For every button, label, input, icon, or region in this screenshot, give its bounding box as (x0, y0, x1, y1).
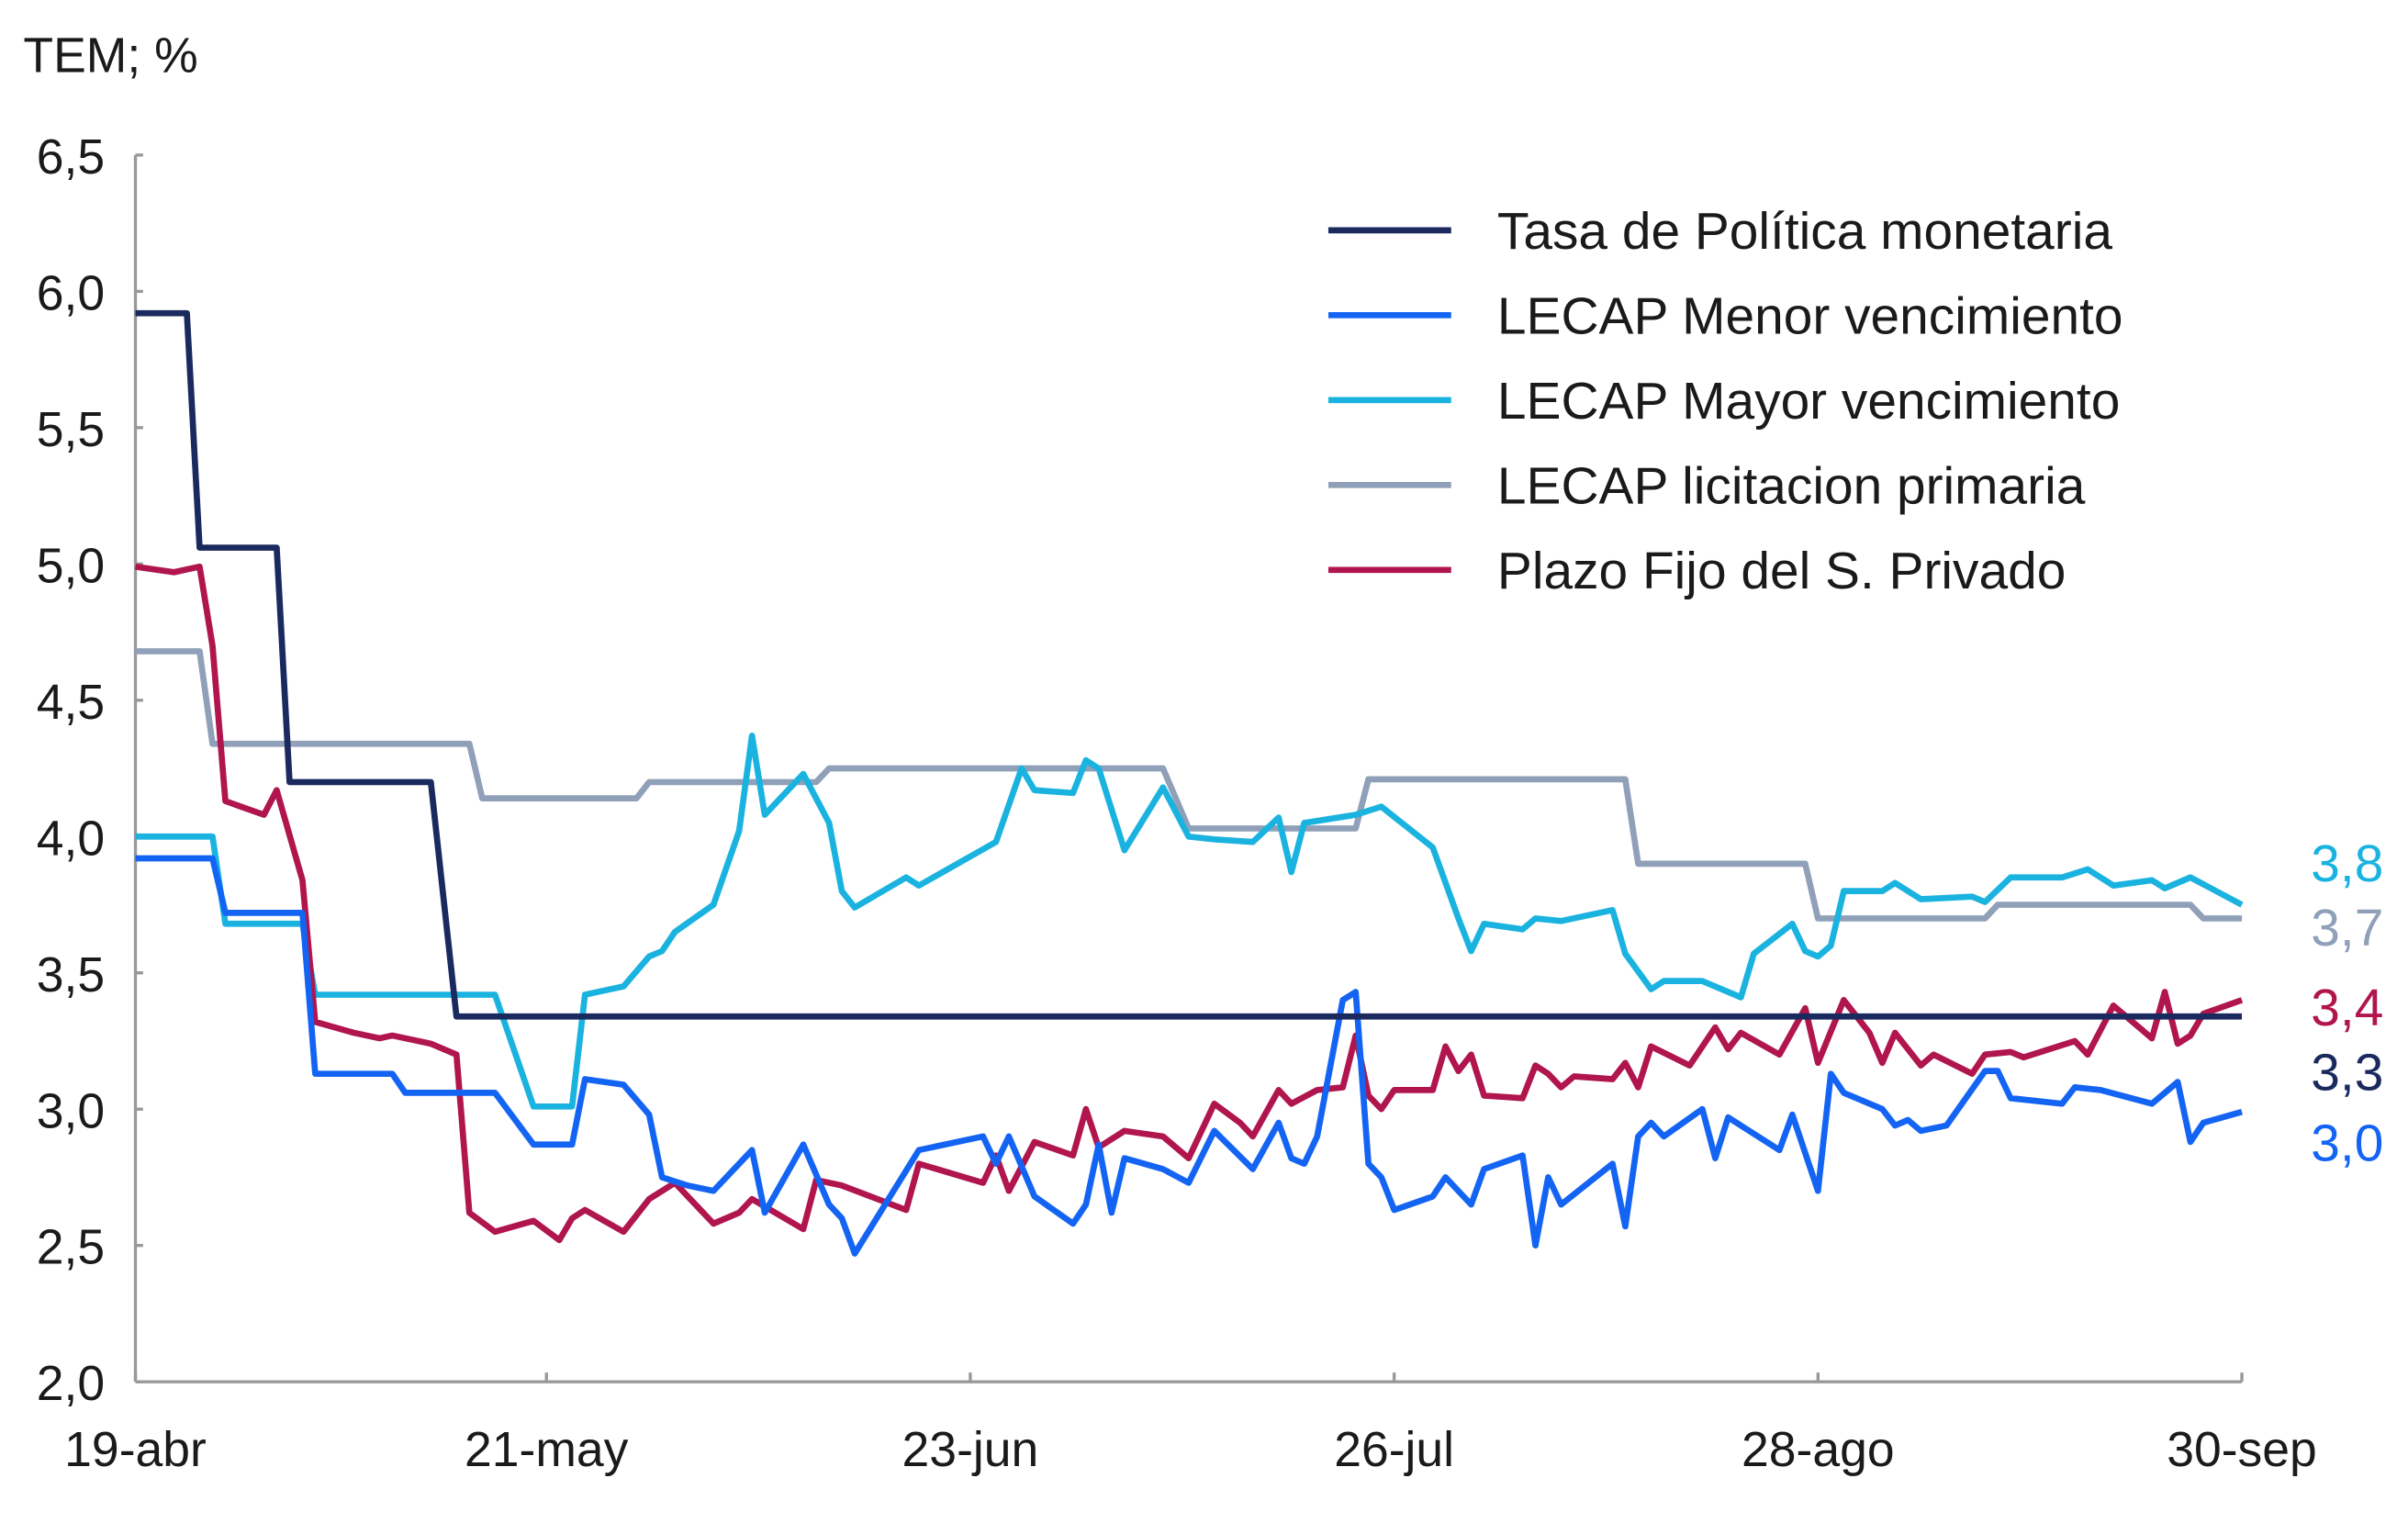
x-axis: 19-abr 21-may 23-jun 26-jul 28-ago 30-sep (64, 1372, 2317, 1477)
x-tick-label: 19-abr (64, 1423, 207, 1477)
y-tick-label: 3,5 (37, 948, 105, 1002)
y-tick-label: 6,5 (37, 130, 105, 185)
y-tick-label: 2,5 (37, 1221, 105, 1275)
y-tick-label: 6,0 (37, 266, 105, 320)
y-tick-label: 5,5 (37, 403, 105, 457)
x-tick-label: 23-jun (902, 1423, 1039, 1477)
x-tick-label: 26-jul (1334, 1423, 1454, 1477)
legend: Tasa de Política monetaria LECAP Menor ve… (1327, 203, 2123, 600)
y-axis: 6,5 6,0 5,5 5,0 4,5 4,0 3,5 3,0 2,5 2,0 (37, 130, 143, 1411)
y-tick-label: 4,0 (37, 812, 105, 866)
legend-label: LECAP licitacion primaria (1497, 457, 2086, 515)
end-value-label: 3,0 (2311, 1114, 2383, 1172)
y-tick-label: 4,5 (37, 676, 105, 730)
legend-label: Plazo Fijo del S. Privado (1497, 543, 2066, 600)
legend-item: LECAP Menor vencimiento (1327, 287, 2123, 345)
legend-item: LECAP Mayor vencimiento (1327, 373, 2120, 431)
y-tick-label: 5,0 (37, 539, 105, 593)
series-line-3 (135, 648, 2243, 922)
series-line-4 (135, 563, 2244, 1244)
end-value-label: 3,3 (2311, 1044, 2383, 1102)
legend-item: LECAP licitacion primaria (1327, 457, 2086, 515)
end-value-label: 3,8 (2311, 835, 2383, 893)
legend-item: Tasa de Política monetaria (1327, 203, 2112, 261)
legend-item: Plazo Fijo del S. Privado (1327, 543, 2066, 600)
series-line-1 (135, 855, 2243, 1257)
series-line-2 (135, 733, 2244, 1110)
end-value-label: 3,4 (2311, 980, 2383, 1037)
x-tick-label: 30-sep (2167, 1423, 2317, 1477)
y-tick-label: 2,0 (37, 1357, 105, 1411)
y-tick-label: 3,0 (37, 1084, 105, 1138)
y-axis-label: TEM; % (23, 29, 197, 84)
x-tick-label: 28-ago (1742, 1423, 1895, 1477)
end-labels: 3,8 3,7 3,4 3,3 3,0 (2311, 835, 2383, 1172)
legend-label: Tasa de Política monetaria (1497, 203, 2112, 261)
end-value-label: 3,7 (2311, 900, 2383, 957)
legend-label: LECAP Menor vencimiento (1497, 287, 2123, 345)
x-tick-label: 21-may (465, 1423, 629, 1477)
legend-label: LECAP Mayor vencimiento (1497, 373, 2120, 431)
series-lines (135, 309, 2244, 1257)
series-line-0 (135, 309, 2243, 1020)
